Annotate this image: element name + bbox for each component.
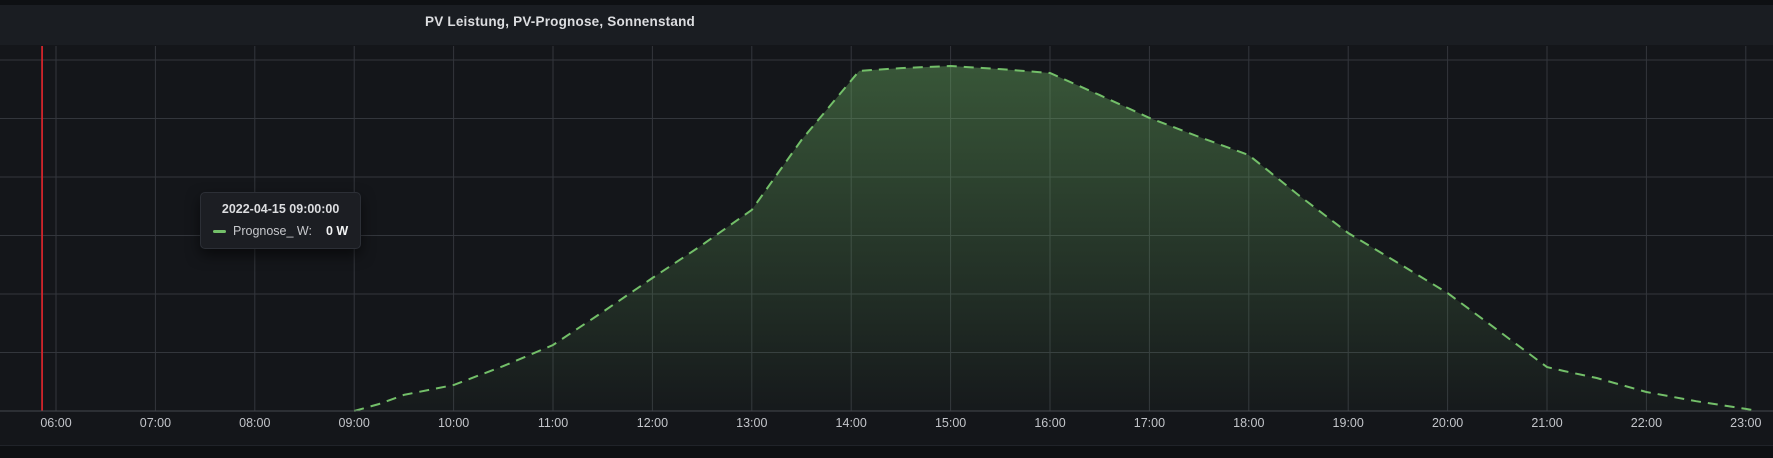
page-background-bottom <box>0 445 1773 458</box>
x-axis-band <box>0 411 1773 445</box>
tooltip-series-row: Prognose_ W: 0 W <box>213 224 348 238</box>
panel-title[interactable]: PV Leistung, PV-Prognose, Sonnenstand <box>425 14 695 29</box>
series-area-fill <box>354 66 1758 411</box>
tooltip-timestamp: 2022-04-15 09:00:00 <box>221 202 340 216</box>
series-line-prognose[interactable] <box>353 64 1758 412</box>
series-color-swatch-icon <box>213 229 226 233</box>
panel-header[interactable]: PV Leistung, PV-Prognose, Sonnenstand <box>0 5 1773 45</box>
chart-tooltip: 2022-04-15 09:00:00 Prognose_ W: 0 W <box>200 192 362 249</box>
tooltip-series-value: 0 W <box>325 224 349 238</box>
tooltip-series-label: Prognose_ W: <box>233 224 312 238</box>
page-background-top <box>0 0 1773 5</box>
